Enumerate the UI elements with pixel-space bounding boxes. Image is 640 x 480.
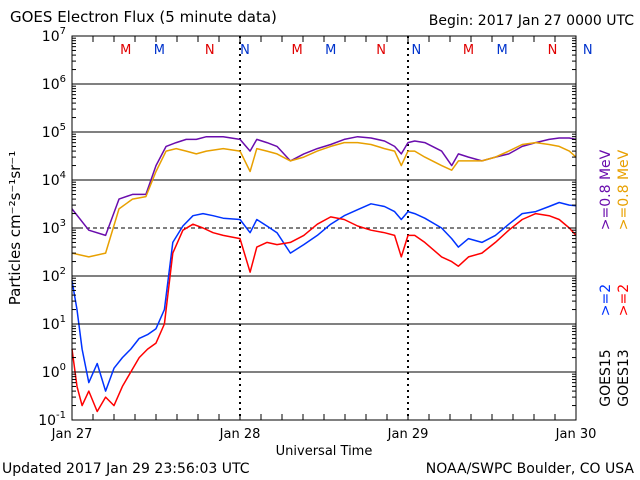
frame-layer bbox=[71, 35, 577, 421]
legend-entry: >=2 bbox=[616, 284, 632, 316]
legend-entry: >=0.8 MeV bbox=[598, 149, 614, 230]
marker-n: N bbox=[376, 43, 386, 58]
marker-m: M bbox=[292, 43, 303, 58]
marker-n: N bbox=[548, 43, 558, 58]
marker-m: M bbox=[154, 43, 165, 58]
series-line-1 bbox=[71, 141, 577, 258]
legend-entry: >=2 bbox=[598, 284, 614, 316]
marker-n: N bbox=[205, 43, 215, 58]
legend-entry: GOES15 bbox=[598, 349, 614, 406]
updated-time-label: Updated 2017 Jan 29 23:56:03 UTC bbox=[2, 461, 250, 477]
y-tick-label: 102 bbox=[42, 266, 66, 285]
legend-entry: >=0.8 MeV bbox=[616, 149, 632, 230]
x-tick-label: Jan 27 bbox=[51, 427, 93, 442]
y-tick-label: 107 bbox=[42, 26, 66, 45]
y-axis-label: Particles cm⁻²s⁻¹sr⁻¹ bbox=[6, 151, 24, 305]
chart-title: GOES Electron Flux (5 minute data) bbox=[10, 8, 277, 26]
grid-layer bbox=[72, 36, 576, 420]
marker-m: M bbox=[325, 43, 336, 58]
marker-n: N bbox=[412, 43, 422, 58]
marker-m: M bbox=[496, 43, 507, 58]
label-layer: 10-1 100 101 102 103 104 105 106 107 Jan 27 Jan 28… bbox=[6, 26, 632, 459]
x-tick-label: Jan 30 bbox=[555, 427, 597, 442]
y-tick-label: 105 bbox=[42, 122, 66, 141]
marker-m: M bbox=[120, 43, 131, 58]
x-tick-label: Jan 29 bbox=[387, 427, 429, 442]
y-tick-label: 106 bbox=[42, 74, 66, 93]
y-tick-label: 100 bbox=[42, 362, 66, 381]
y-tick-label: 104 bbox=[42, 170, 66, 189]
series-line-2 bbox=[71, 201, 577, 392]
y-tick-label: 10-1 bbox=[38, 410, 66, 429]
x-tick-label: Jan 28 bbox=[219, 427, 261, 442]
begin-time-label: Begin: 2017 Jan 27 0000 UTC bbox=[428, 13, 634, 29]
y-tick-label: 101 bbox=[42, 314, 66, 333]
series-layer bbox=[71, 135, 577, 413]
y-tick-label: 103 bbox=[42, 218, 66, 237]
credit-label: NOAA/SWPC Boulder, CO USA bbox=[425, 461, 634, 477]
marker-n: N bbox=[583, 43, 593, 58]
series-line-3 bbox=[71, 212, 577, 413]
marker-n: N bbox=[240, 43, 250, 58]
legend-entry: GOES13 bbox=[616, 349, 632, 406]
marker-m: M bbox=[463, 43, 474, 58]
x-axis-label: Universal Time bbox=[276, 444, 373, 459]
